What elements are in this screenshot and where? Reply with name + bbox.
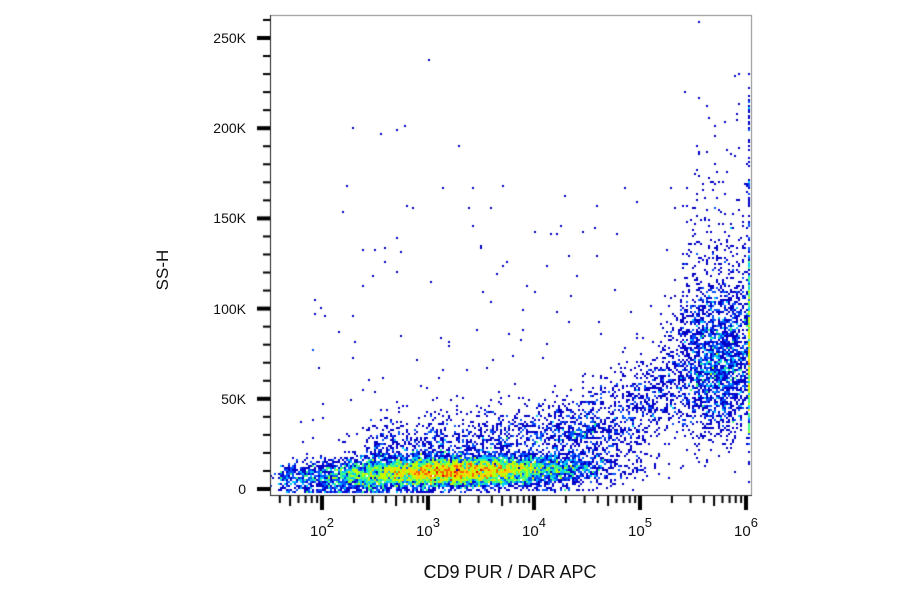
x-tick-label: 105 [628, 515, 652, 540]
x-tick-label: 103 [416, 515, 440, 540]
x-tick-label: 104 [522, 515, 546, 540]
x-tick-label: 102 [310, 515, 334, 540]
y-tick-label: 150K [213, 210, 246, 227]
y-tick-label: 100K [213, 300, 246, 317]
x-tick-label: 106 [734, 515, 758, 540]
y-tick-label: 0 [238, 481, 246, 497]
x-axis-label: CD9 PUR / DAR APC [423, 562, 597, 582]
y-tick-label: 250K [213, 30, 246, 46]
y-axis-label: SS-H [153, 249, 172, 291]
y-tick-label: 200K [213, 120, 246, 137]
y-tick-label: 50K [221, 390, 246, 407]
